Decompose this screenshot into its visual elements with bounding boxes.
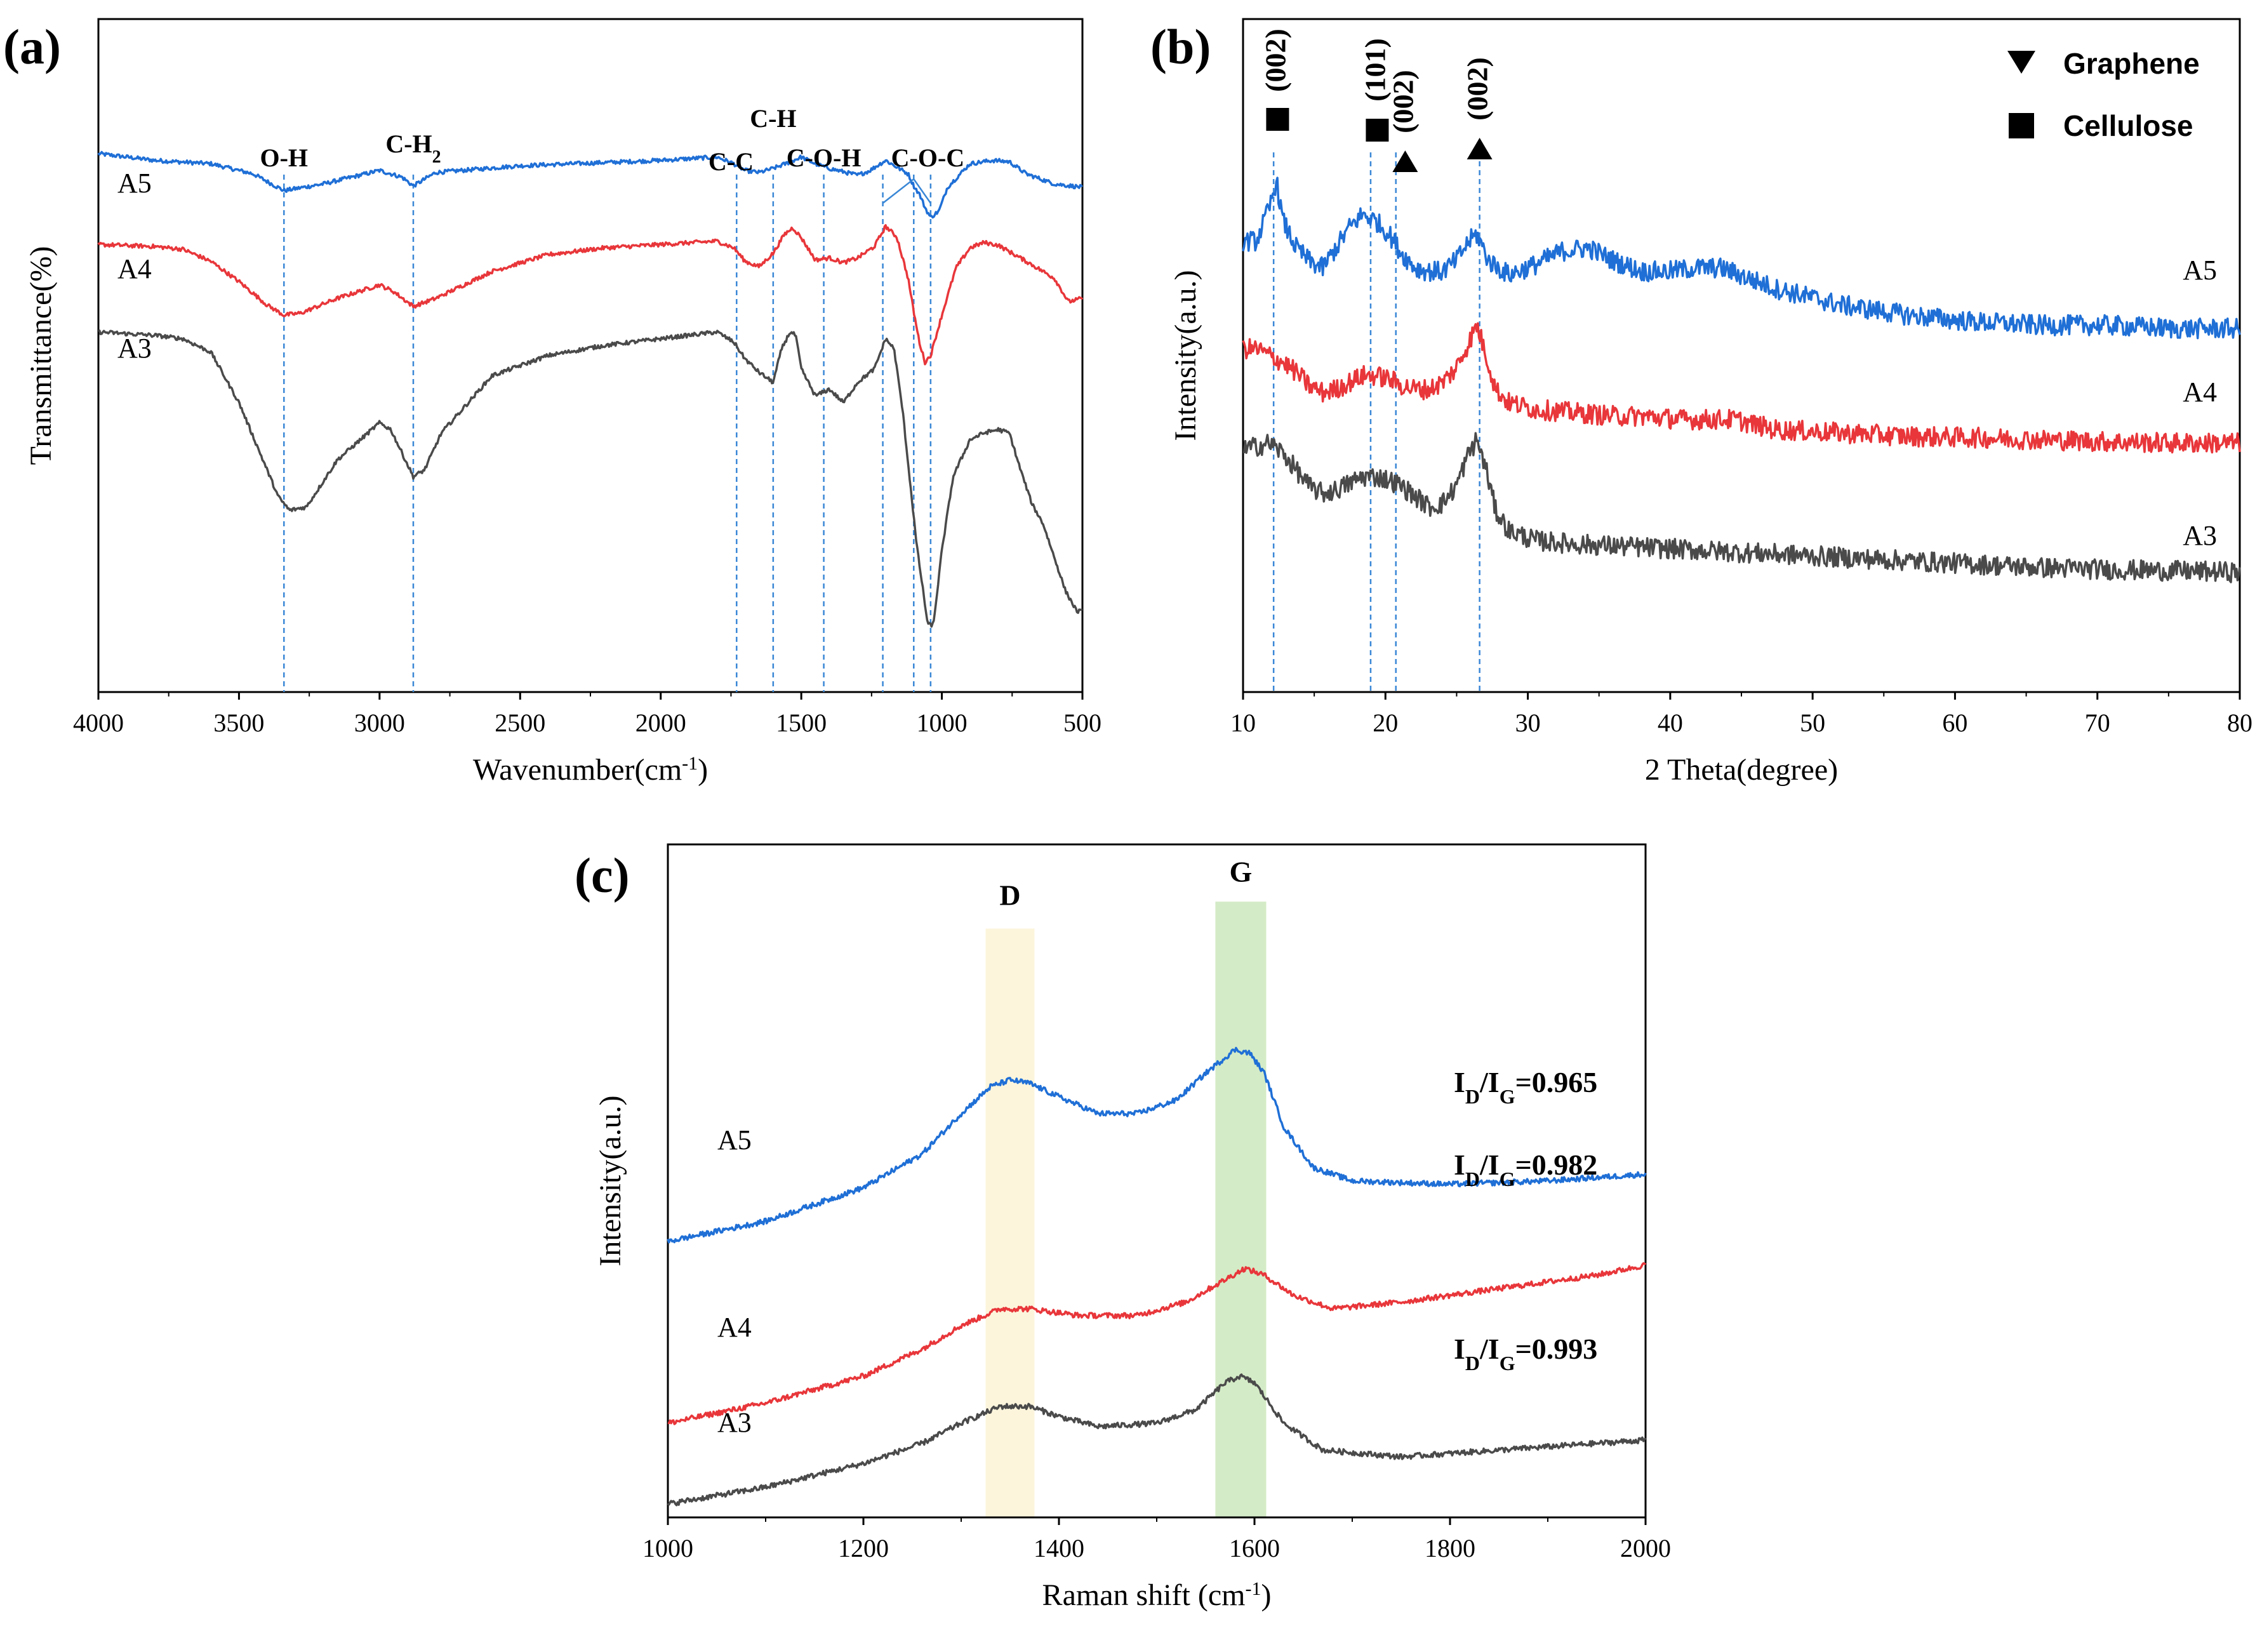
legend-marker-square [2009, 113, 2034, 138]
x-tick-label: 40 [1658, 709, 1683, 737]
x-tick-label: 2000 [635, 709, 686, 737]
panel-c-raman: D G 1000 1200 1400 1600 1800 2000 Raman shift (c… [575, 843, 1671, 1613]
band-d [985, 928, 1035, 1517]
x-tick-label: 500 [1063, 709, 1101, 737]
series-line-a4 [97, 223, 1084, 366]
band-g [1215, 902, 1267, 1517]
peak-label: (101) [1359, 38, 1391, 102]
band-annotation: O-H [260, 143, 309, 172]
series-line-a5 [667, 1046, 1647, 1244]
x-tick-label: 70 [2085, 709, 2110, 737]
band-annotation: C-C [709, 147, 754, 176]
x-tick-label: 30 [1515, 709, 1541, 737]
x-tick-label: 1600 [1229, 1534, 1280, 1562]
x-tick-label: 3500 [213, 709, 264, 737]
x-tick-label: 20 [1373, 709, 1398, 737]
legend-marker-triangle [2007, 51, 2035, 74]
series-line-a5 [97, 150, 1083, 219]
series-label-a4: A4 [117, 253, 152, 284]
series-line-a3 [1242, 432, 2241, 583]
band-label-g: G [1230, 855, 1253, 888]
id-ig-ratio-a3: ID/IG=0.993 [1454, 1333, 1597, 1375]
y-axis-title: Intensity(a.u.) [594, 1095, 627, 1266]
legend-entry-label: Graphene [2063, 47, 2200, 80]
id-ig-ratio-a5: ID/IG=0.965 [1454, 1066, 1597, 1108]
plot-frame [97, 18, 1084, 693]
panel-label-a: (a) [3, 19, 61, 74]
coc-bracket [882, 178, 931, 204]
x-tick-label: 4000 [73, 709, 124, 737]
x-axis-title: Wavenumber(cm-1) [473, 753, 708, 787]
x-tick-label: 3000 [354, 709, 405, 737]
x-tick-label: 1000 [917, 709, 968, 737]
x-tick-label: 1000 [642, 1534, 693, 1562]
panel-label-c: (c) [575, 848, 630, 903]
y-axis-title: Intensity(a.u.) [1169, 270, 1202, 441]
band-annotation: C-H2 [385, 130, 441, 167]
x-tick-label: 1400 [1034, 1534, 1084, 1562]
band-annotation: C-H [750, 104, 796, 133]
band-annotation: C-O-H [787, 143, 862, 172]
band-annotation: C-O-C [891, 143, 965, 172]
x-tick-label: 80 [2227, 709, 2252, 737]
series-label-a5: A5 [117, 168, 152, 199]
x-tick-label: 2000 [1620, 1534, 1671, 1562]
x-tick-label: 2500 [495, 709, 545, 737]
x-tick-label: 1500 [776, 709, 827, 737]
triangle-marker [1467, 138, 1493, 159]
panel-label-b: (b) [1150, 19, 1211, 74]
series-label-a3: A3 [117, 333, 152, 364]
triangle-marker [1392, 150, 1418, 172]
peak-label: (002) [1387, 70, 1419, 133]
id-ig-ratio-a4: ID/IG=0.982 [1454, 1149, 1597, 1190]
x-tick-label: 10 [1230, 709, 1256, 737]
x-tick-label: 60 [1942, 709, 1967, 737]
square-marker [1266, 108, 1289, 131]
x-tick-label: 1800 [1425, 1534, 1475, 1562]
square-marker [1366, 119, 1389, 142]
band-label-d: D [999, 879, 1020, 911]
peak-label: (002) [1461, 57, 1494, 121]
series-line-a4 [667, 1262, 1647, 1425]
series-label-a4: A4 [717, 1312, 752, 1343]
peak-label: (002) [1259, 29, 1291, 92]
x-axis-title: 2 Theta(degree) [1645, 753, 1838, 787]
series-label-a3: A3 [2183, 520, 2217, 551]
series-line-a5 [1242, 177, 2241, 340]
series-line-a3 [98, 329, 1083, 628]
panel-a-ftir: 4000 3500 3000 2500 2000 1500 1000 500 Wavenumbe… [3, 18, 1101, 787]
series-label-a5: A5 [717, 1124, 752, 1156]
x-tick-label: 50 [1800, 709, 1825, 737]
x-tick-label: 1200 [838, 1534, 889, 1562]
series-label-a3: A3 [717, 1407, 752, 1438]
series-line-a3 [667, 1373, 1647, 1507]
series-label-a5: A5 [2183, 255, 2217, 286]
series-line-a4 [1242, 322, 2241, 454]
x-axis-title: Raman shift (cm-1) [1042, 1578, 1272, 1613]
series-label-a4: A4 [2183, 376, 2217, 408]
y-axis-title: Transmittance(%) [24, 246, 58, 465]
legend-entry-label: Cellulose [2063, 109, 2193, 142]
panel-b-xrd: 10 20 30 40 50 60 70 80 2 Theta(degree) Intensity… [1150, 18, 2252, 787]
legend: Graphene Cellulose [2007, 47, 2200, 142]
